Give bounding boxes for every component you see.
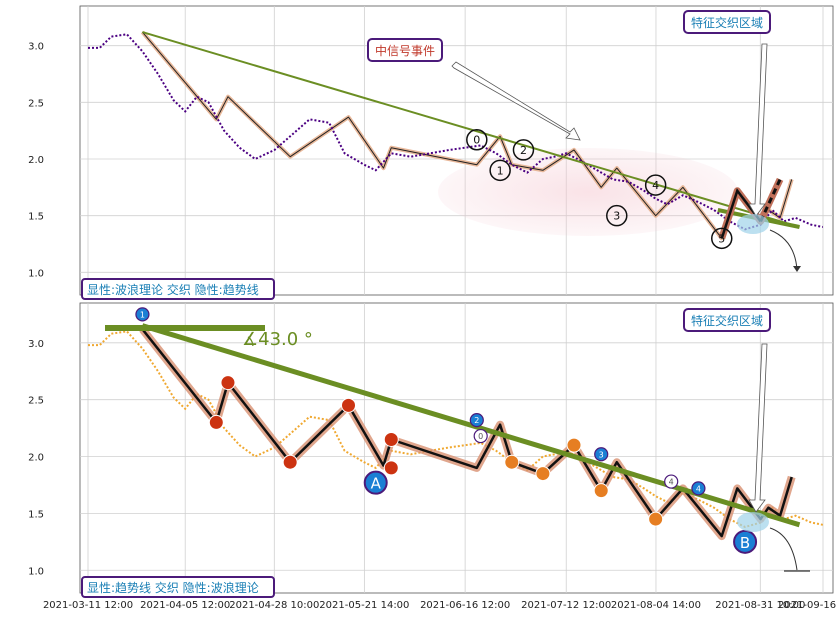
- bottom-point-marker: [363, 470, 388, 495]
- bottom-note-marker: [566, 437, 582, 453]
- bottom-note-marker: [648, 511, 664, 527]
- top-final-wave-dashed: [759, 178, 782, 222]
- top-y-tick-label: 1.0: [28, 268, 44, 279]
- top-wave-marker-label: 4: [652, 179, 659, 192]
- bottom-x-tick-label: 2021-09-16 13:00: [778, 600, 839, 611]
- top-wave-marker-label: 5: [718, 232, 725, 245]
- bottom-wave-marker: [473, 428, 488, 444]
- bottom-wave-marker-label: 4: [669, 478, 674, 487]
- top-legend-text: 显性:波浪理论 交织 隐性:趋势线: [87, 282, 259, 297]
- bottom-x-tick-label: 2021-08-31 10:00: [715, 600, 805, 611]
- bottom-wave-marker: [594, 447, 609, 462]
- top-legend-box: [81, 278, 275, 300]
- top-wave-marker: [466, 128, 488, 151]
- bottom-note-marker: [535, 466, 551, 482]
- bottom-forecast-curve: [769, 527, 798, 571]
- bottom-y-tick-label: 2.0: [28, 453, 44, 464]
- bottom-legend: 显性:趋势线 交织 隐性:波浪理论: [81, 576, 275, 598]
- bottom-x-tick-label: 2021-04-05 12:00: [140, 600, 230, 611]
- top-price-line: [88, 33, 823, 231]
- top-zone-label: 特征交织区域: [691, 15, 763, 30]
- top-y-tick-label: 2.5: [28, 98, 44, 109]
- bottom-note-marker: [504, 454, 520, 470]
- top-zone-label-box: [683, 10, 771, 34]
- bottom-trendline: [141, 323, 801, 528]
- bottom-series-group: 1 2 3 4 0 4 A B: [88, 307, 823, 554]
- bottom-wave-marker-label: 4: [696, 484, 701, 493]
- top-wave-marker: [644, 174, 667, 196]
- top-trendline: [142, 31, 800, 228]
- bottom-zone-arrow: [748, 343, 768, 513]
- top-plot-frame: [79, 5, 834, 296]
- event-annotation: 中信号事件: [367, 38, 581, 141]
- bottom-legend-text: 显性:趋势线 交织 隐性:波浪理论: [87, 580, 259, 595]
- bottom-note-marker: [383, 431, 399, 447]
- bottom-zone-label-box: [683, 308, 771, 332]
- bottom-plot-frame: [79, 302, 834, 594]
- bottom-x-tick-label: 2021-05-21 14:00: [319, 600, 409, 611]
- top-wave-marker: [710, 227, 733, 250]
- bottom-y-tick-label: 1.5: [28, 509, 44, 520]
- top-panel: 1.0 1.5 2.0 2.5 3.0 0 1 2 3 4 5 中信号事件 特征交织区域 显性:波…: [28, 5, 834, 300]
- bottom-y-tick-labels: 1.0 1.5 2.0 2.5 3.0: [28, 339, 44, 577]
- top-y-tick-labels: 1.0 1.5 2.0 2.5 3.0: [28, 42, 44, 280]
- bottom-zone-target: [737, 512, 769, 532]
- bottom-note-marker: [383, 460, 399, 476]
- bottom-wave-marker-label: 2: [474, 416, 479, 425]
- top-wave-marker: [512, 139, 535, 161]
- bottom-point-label: A: [371, 475, 382, 493]
- top-wave-marker: [606, 204, 628, 227]
- top-y-tick-label: 1.5: [28, 212, 44, 223]
- bottom-zone-annotation: 特征交织区域: [683, 308, 810, 572]
- top-zone-arrow: [748, 43, 768, 217]
- bottom-x-tick-label: 2021-08-04 14:00: [611, 600, 701, 611]
- bottom-x-tick-label: 2021-06-16 12:00: [420, 600, 510, 611]
- bottom-wave-marker: [135, 307, 150, 322]
- bottom-x-tick-label: 2021-04-28 10:00: [229, 600, 319, 611]
- event-label-box: [367, 38, 443, 62]
- bottom-point-label: B: [740, 534, 750, 552]
- event-label: 中信号事件: [375, 43, 435, 58]
- bottom-note-marker: [208, 414, 224, 430]
- bottom-wave-marker-label: 0: [478, 432, 483, 441]
- event-arrow: [451, 61, 581, 141]
- top-forecast-curve: [769, 229, 798, 271]
- bottom-y-tick-label: 2.5: [28, 396, 44, 407]
- bottom-wave-marker: [664, 474, 679, 489]
- top-wave-marker-label: 2: [520, 144, 527, 157]
- top-forecast-arrowhead: [793, 266, 801, 272]
- bottom-note-marker: [220, 375, 236, 391]
- bottom-x-tick-labels: 2021-03-11 12:00 2021-04-05 12:002021-04-…: [43, 600, 839, 611]
- bottom-y-tick-label: 3.0: [28, 339, 44, 350]
- bottom-point-marker: [733, 529, 758, 554]
- bottom-x-tick-label: 2021-07-12 12:00: [521, 600, 611, 611]
- top-wave-marker-label: 1: [497, 164, 504, 177]
- bottom-panel: 1.0 1.5 2.0 2.5 3.0 2021-03-11 12:00 2021-04-…: [28, 302, 839, 611]
- intertwine-zone-ellipse: [438, 148, 738, 236]
- top-wave-marker-label: 3: [613, 210, 620, 223]
- bottom-wave-marker: [691, 481, 706, 496]
- bottom-wave-marker-label: 3: [599, 450, 604, 459]
- bottom-legend-box: [81, 576, 275, 598]
- bottom-note-marker: [282, 454, 298, 470]
- bottom-wave-marker-label: 1: [140, 310, 145, 319]
- top-y-tick-label: 3.0: [28, 42, 44, 53]
- bottom-x-tick-label: 2021-03-11 12:00: [43, 600, 133, 611]
- top-zone-annotation: 特征交织区域: [683, 10, 801, 272]
- bottom-note-marker: [340, 397, 356, 413]
- top-wave-marker: [489, 159, 511, 182]
- bottom-note-marker: [593, 483, 609, 499]
- top-wave-marker-label: 0: [473, 134, 480, 147]
- top-zone-target: [737, 214, 769, 234]
- top-legend: 显性:波浪理论 交织 隐性:趋势线: [81, 278, 275, 300]
- bottom-zone-label: 特征交织区域: [691, 313, 763, 328]
- bottom-wave-line: [141, 328, 793, 538]
- top-y-tick-label: 2.0: [28, 155, 44, 166]
- bottom-y-tick-label: 1.0: [28, 566, 44, 577]
- angle-label: ∡43.0 °: [242, 329, 313, 350]
- bottom-wave-marker: [469, 413, 484, 428]
